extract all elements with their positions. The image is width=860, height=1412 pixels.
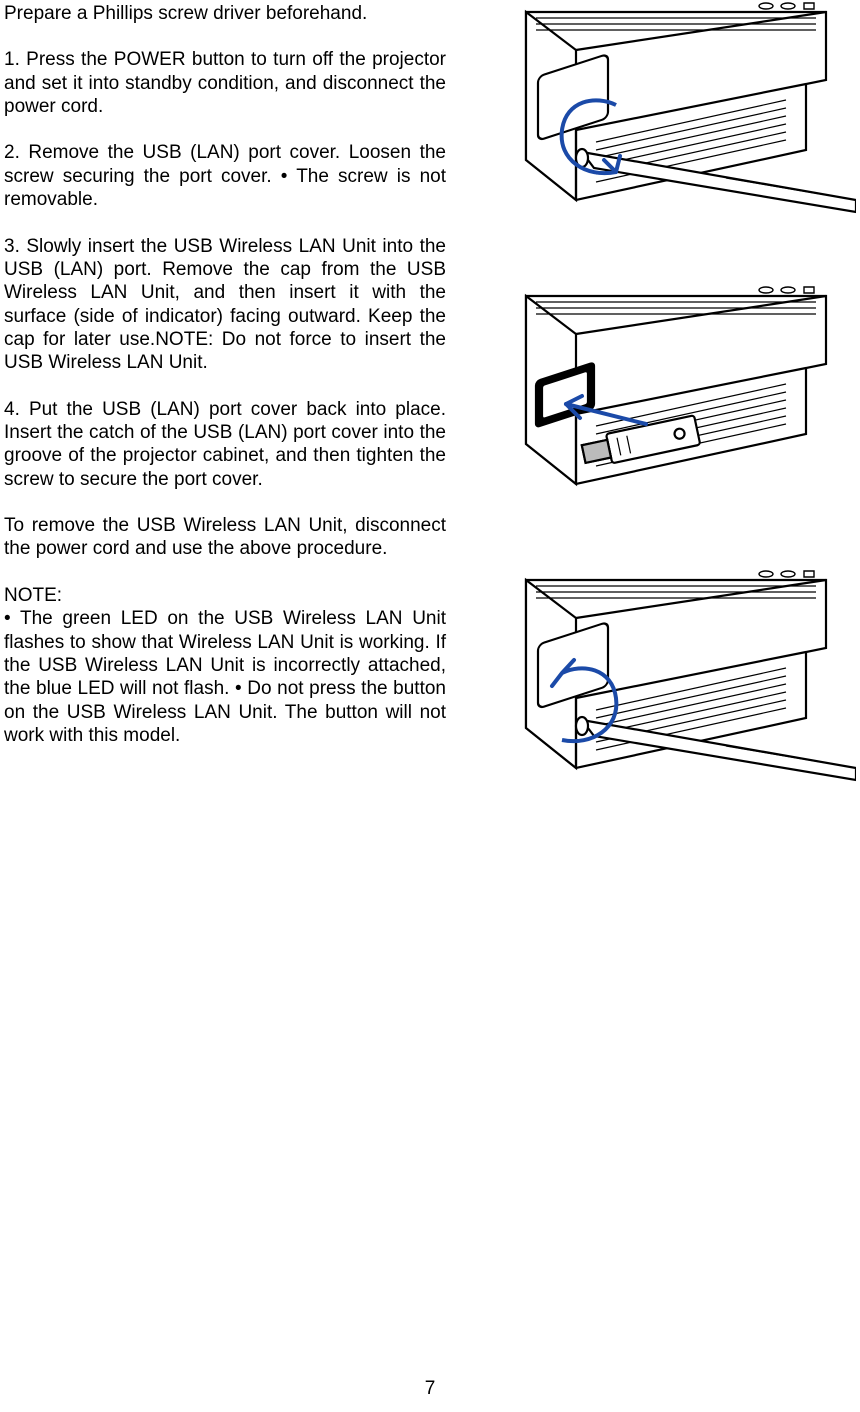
- note-heading: NOTE:: [4, 584, 446, 607]
- intro-text: Prepare a Phillips screw driver beforeha…: [4, 2, 446, 25]
- diagram-insert-usb: [466, 284, 856, 536]
- diagram-column: [452, 0, 860, 820]
- page: Prepare a Phillips screw driver beforeha…: [0, 0, 860, 1412]
- step-4: 4. Put the USB (LAN) port cover back int…: [4, 398, 446, 491]
- diagram-replace-cover: [466, 568, 856, 820]
- diagram-remove-cover: [466, 0, 856, 252]
- page-number: 7: [0, 1378, 860, 1400]
- step-3: 3. Slowly insert the USB Wireless LAN Un…: [4, 235, 446, 375]
- step-1: 1. Press the POWER button to turn off th…: [4, 48, 446, 118]
- content-row: Prepare a Phillips screw driver beforeha…: [0, 0, 860, 820]
- note-body: • The green LED on the USB Wireless LAN …: [4, 607, 446, 747]
- text-column: Prepare a Phillips screw driver beforeha…: [0, 0, 452, 820]
- remove-text: To remove the USB Wireless LAN Unit, dis…: [4, 514, 446, 561]
- step-2: 2. Remove the USB (LAN) port cover. Loos…: [4, 141, 446, 211]
